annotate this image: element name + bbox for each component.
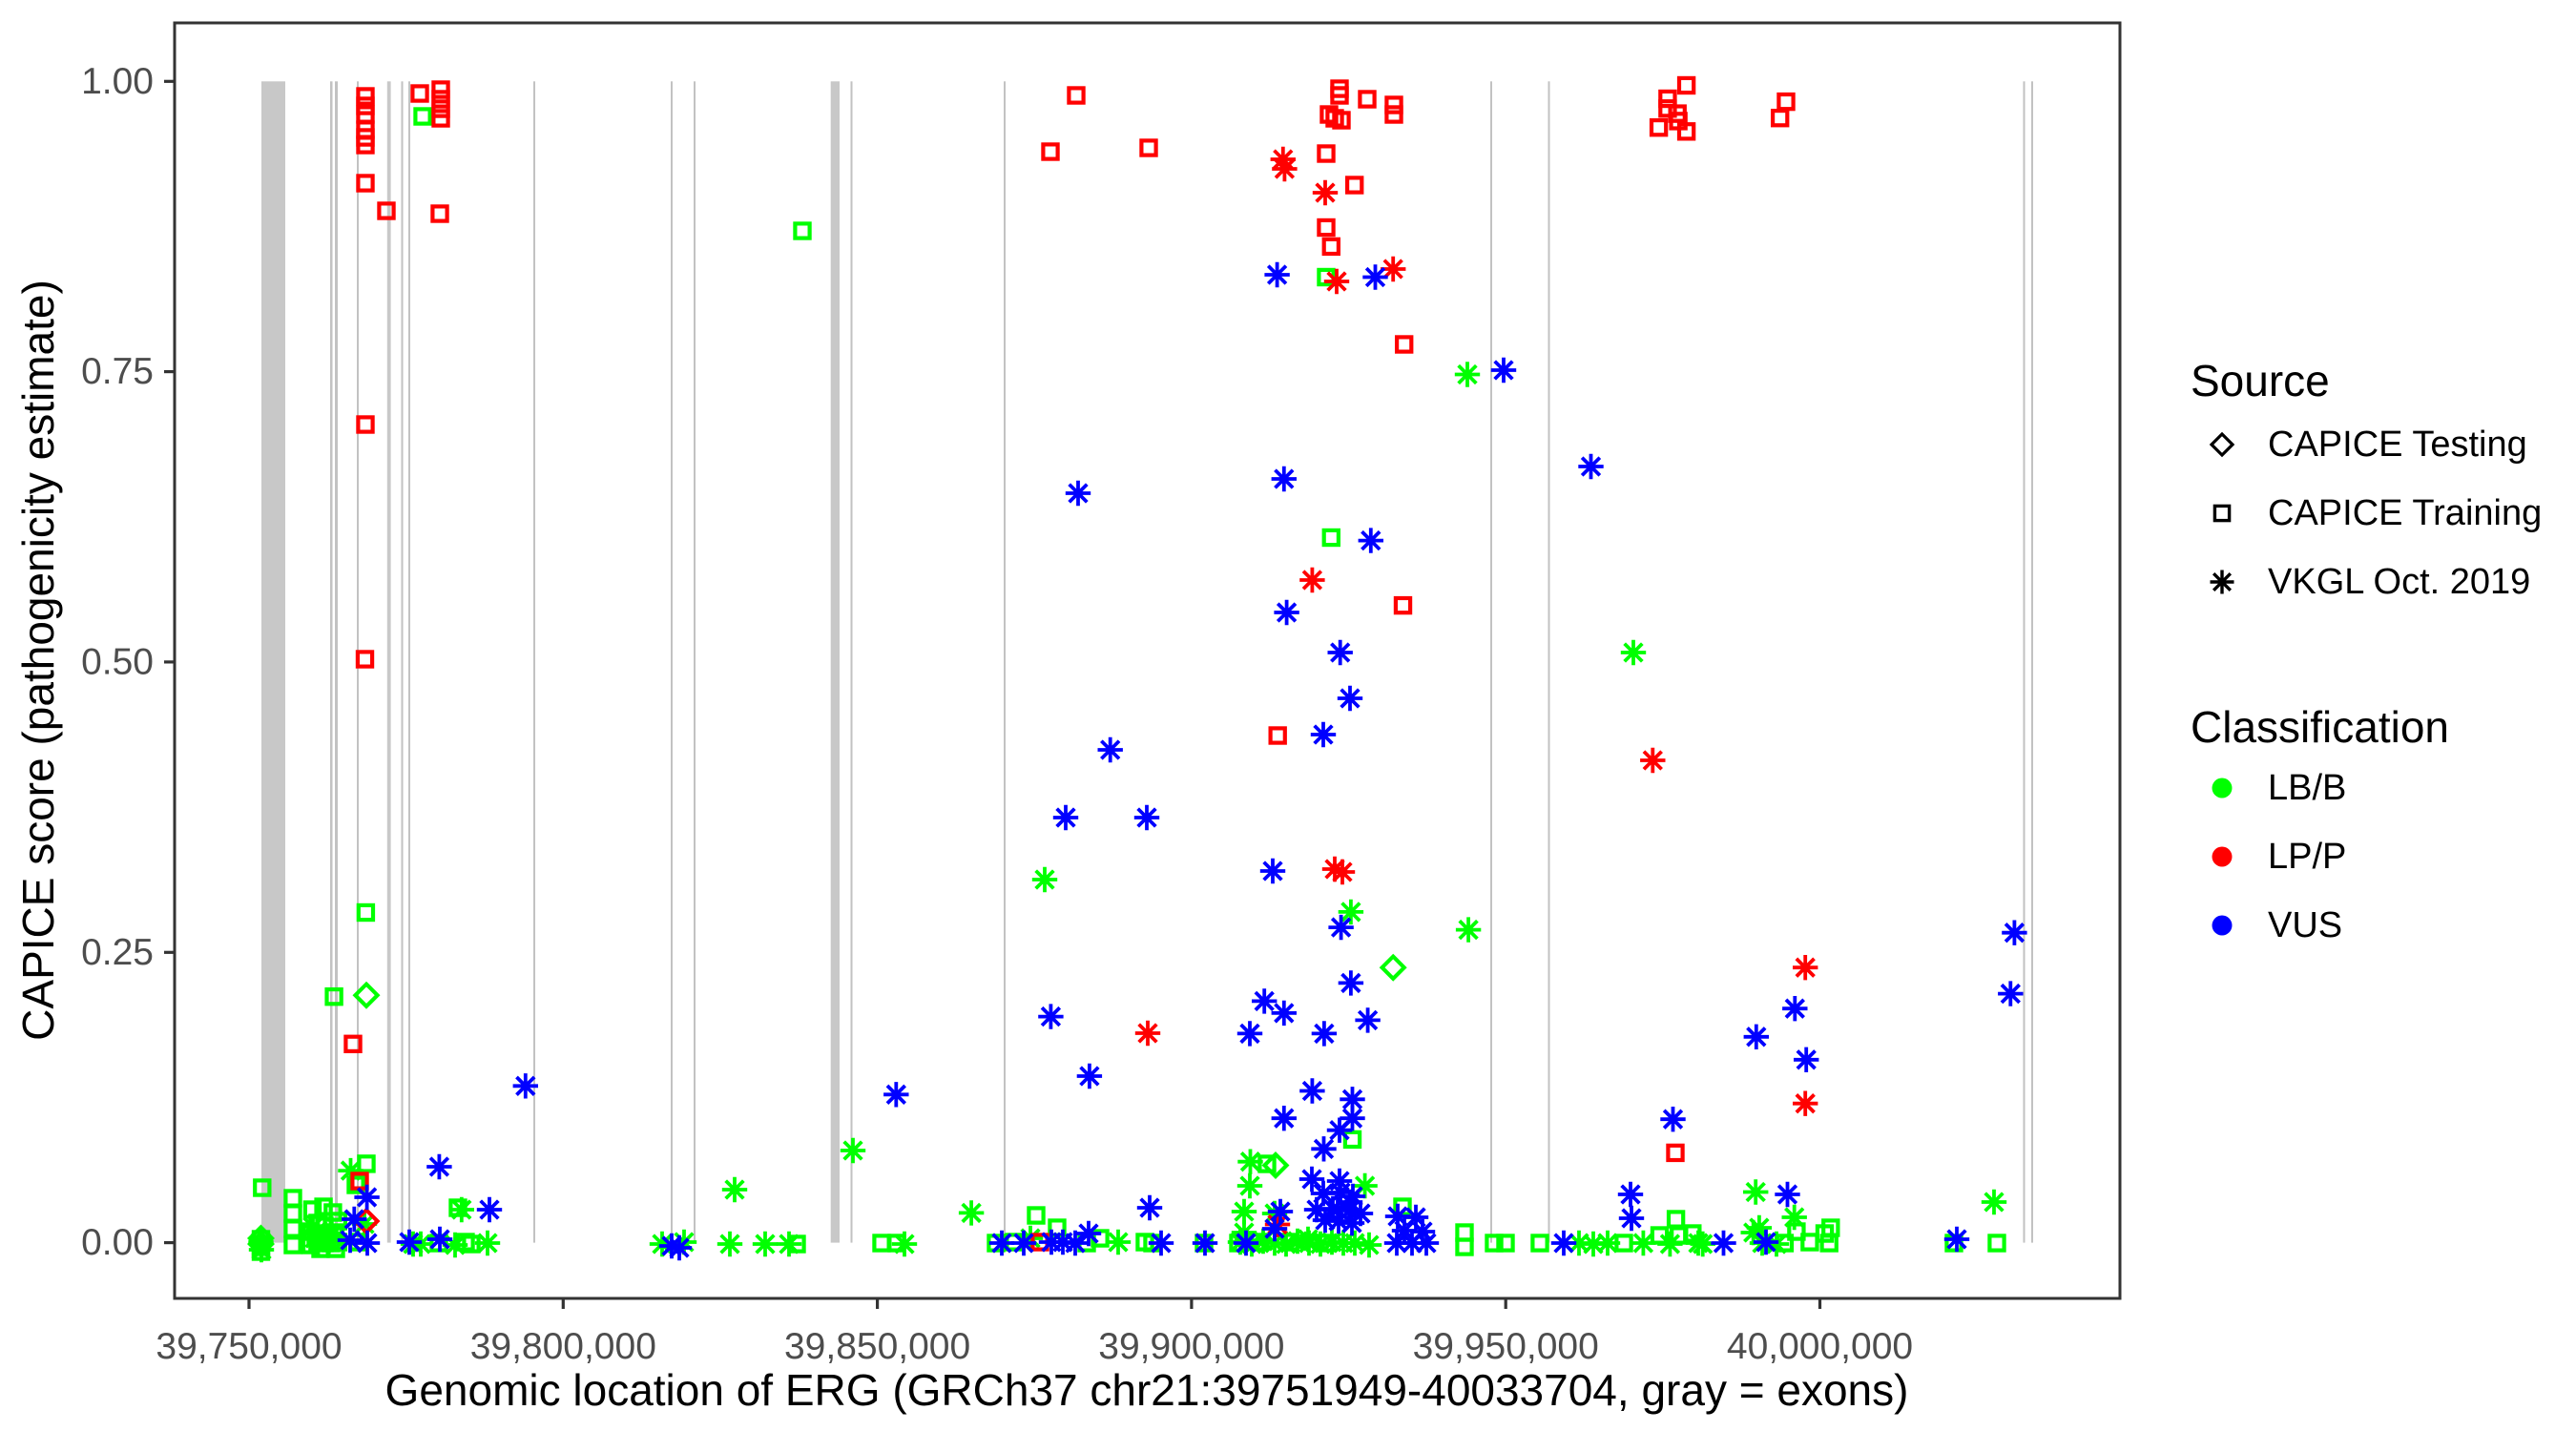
svg-text:Genomic location of ERG (GRCh3: Genomic location of ERG (GRCh37 chr21:39…: [385, 1365, 1909, 1415]
svg-text:39,800,000: 39,800,000: [470, 1326, 656, 1367]
svg-text:CAPICE Testing: CAPICE Testing: [2268, 425, 2527, 465]
svg-text:LB/B: LB/B: [2268, 768, 2346, 808]
svg-text:39,750,000: 39,750,000: [156, 1326, 342, 1367]
svg-text:0.75: 0.75: [81, 351, 154, 392]
svg-text:1.00: 1.00: [81, 61, 154, 102]
svg-text:Classification: Classification: [2191, 702, 2449, 752]
svg-text:Source: Source: [2191, 356, 2330, 405]
svg-text:0.00: 0.00: [81, 1222, 154, 1263]
svg-text:40,000,000: 40,000,000: [1727, 1326, 1913, 1367]
svg-text:CAPICE Training: CAPICE Training: [2268, 493, 2542, 533]
svg-text:39,900,000: 39,900,000: [1098, 1326, 1284, 1367]
svg-text:39,950,000: 39,950,000: [1413, 1326, 1599, 1367]
svg-text:0.50: 0.50: [81, 641, 154, 682]
svg-text:VKGL Oct. 2019: VKGL Oct. 2019: [2268, 562, 2530, 602]
svg-text:0.25: 0.25: [81, 932, 154, 973]
svg-text:LP/P: LP/P: [2268, 837, 2346, 877]
svg-text:CAPICE score (pathogenicity es: CAPICE score (pathogenicity estimate): [13, 280, 63, 1041]
svg-text:VUS: VUS: [2268, 905, 2342, 945]
svg-text:39,850,000: 39,850,000: [784, 1326, 970, 1367]
